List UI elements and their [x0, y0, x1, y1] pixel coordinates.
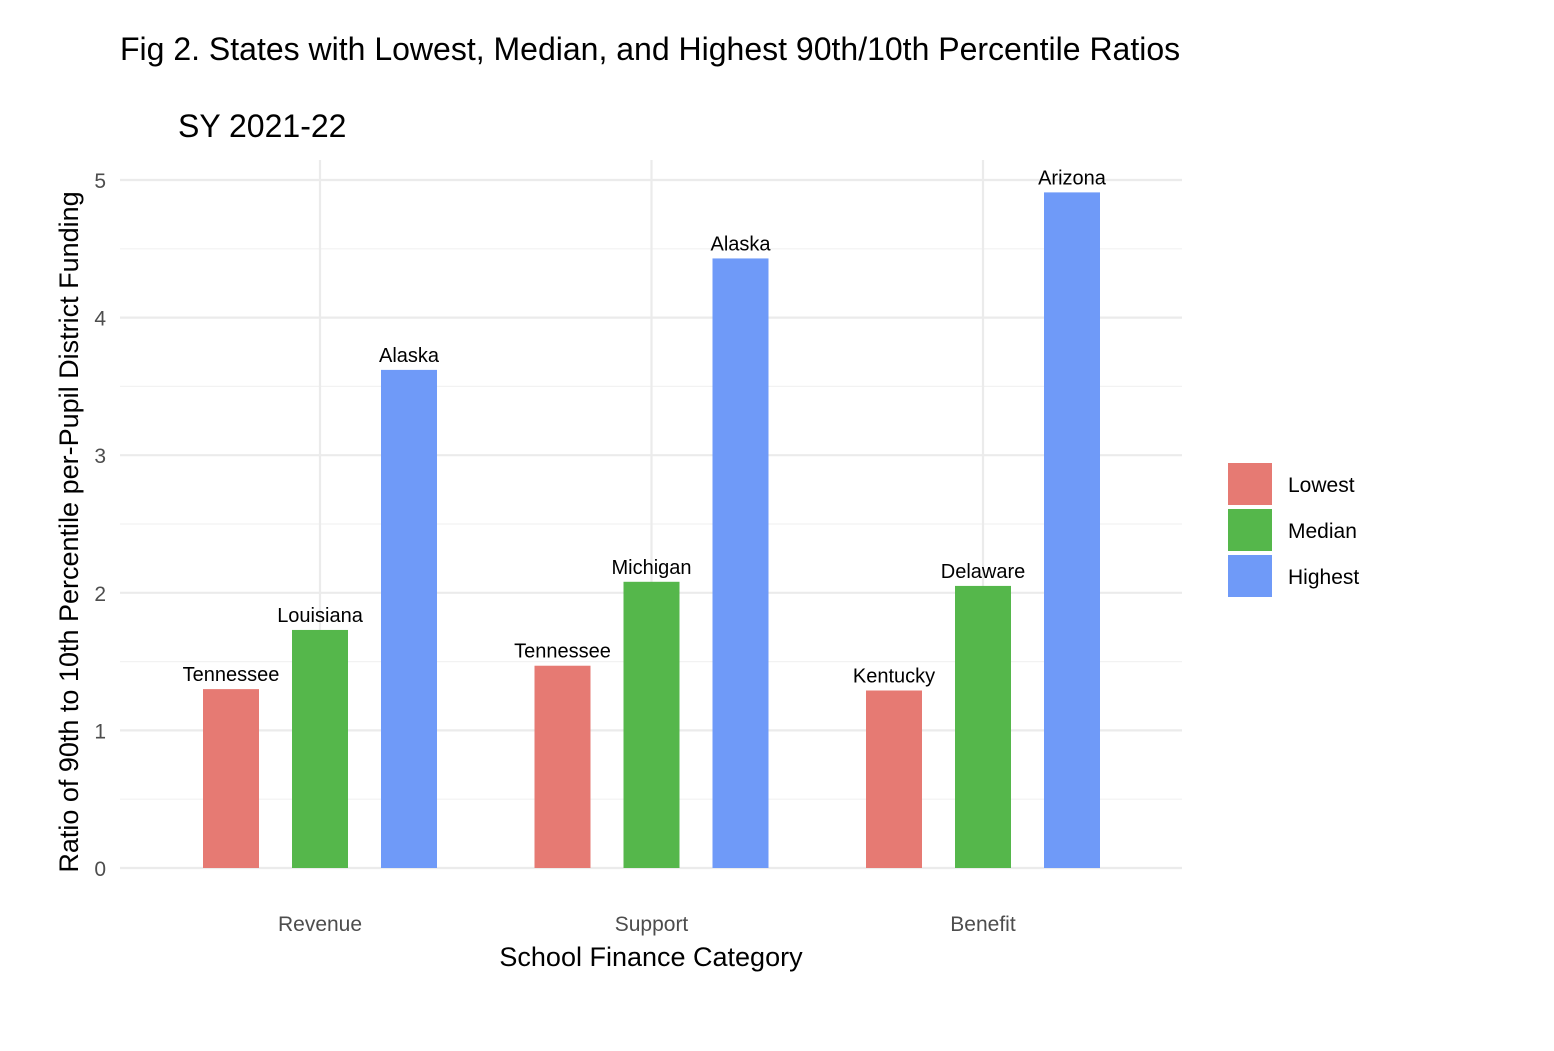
y-axis-title: Ratio of 90th to 10th Percentile per-Pup…	[54, 191, 84, 872]
legend: Lowest Median Highest	[1228, 463, 1359, 597]
bar-median-support	[623, 581, 680, 868]
bar-data-label: Arizona	[1038, 167, 1107, 189]
legend-key-lowest	[1228, 463, 1272, 505]
bar-data-label: Delaware	[941, 561, 1025, 583]
y-tick-label: 0	[94, 858, 106, 881]
bar-median-revenue	[292, 629, 348, 868]
x-axis-ticks: Revenue Support Benefit	[278, 913, 1016, 936]
x-axis-title: School Finance Category	[499, 942, 803, 972]
legend-label: Median	[1288, 520, 1357, 543]
bar-median-benefit	[955, 585, 1011, 868]
y-tick-label: 4	[94, 308, 106, 331]
bar-labels: Tennessee Tennessee Kentucky Louisiana Michi…	[183, 167, 1107, 687]
x-tick-label: Revenue	[278, 913, 362, 936]
bar-lowest-benefit	[866, 690, 922, 868]
bar-data-label: Michigan	[611, 557, 691, 579]
y-tick-label: 3	[94, 445, 106, 468]
legend-key-median	[1228, 509, 1272, 551]
y-tick-label: 1	[94, 720, 106, 743]
y-tick-label: 5	[94, 170, 106, 193]
bar-highest-support	[712, 258, 769, 868]
bar-data-label: Alaska	[379, 345, 440, 367]
legend-key-highest	[1228, 555, 1272, 597]
chart-subtitle: SY 2021-22	[178, 108, 346, 144]
legend-label: Highest	[1288, 566, 1359, 589]
bar-data-label: Alaska	[710, 233, 771, 255]
x-tick-label: Benefit	[950, 913, 1016, 936]
y-axis-ticks: 0 1 2 3 4 5	[94, 170, 106, 881]
bar-data-label: Tennessee	[183, 664, 280, 686]
y-tick-label: 2	[94, 583, 106, 606]
bar-lowest-support	[534, 665, 591, 868]
bar-data-label: Louisiana	[277, 605, 364, 627]
bar-highest-benefit	[1044, 192, 1100, 868]
bars	[203, 192, 1100, 868]
bar-highest-revenue	[381, 369, 437, 868]
bar-data-label: Tennessee	[514, 641, 611, 663]
bar-lowest-revenue	[203, 689, 259, 868]
bar-data-label: Kentucky	[853, 665, 935, 687]
chart-title: Fig 2. States with Lowest, Median, and H…	[120, 31, 1180, 67]
legend-label: Lowest	[1288, 474, 1355, 497]
x-tick-label: Support	[615, 913, 689, 936]
